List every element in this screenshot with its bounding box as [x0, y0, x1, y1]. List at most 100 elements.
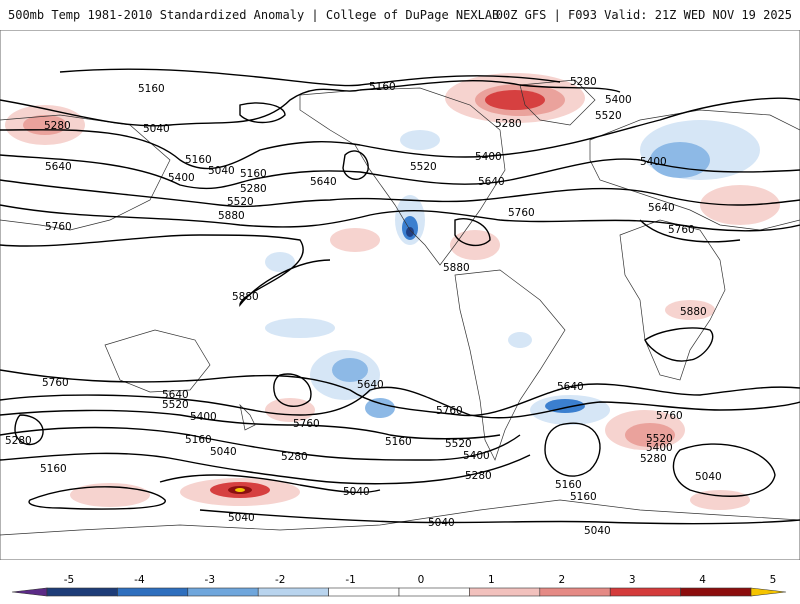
contour-label: 5400	[168, 172, 195, 184]
contour-label: 5280	[281, 451, 308, 463]
contour-label: 5880	[443, 262, 470, 274]
coastline-greenland	[519, 79, 596, 126]
warm-anomaly-shading	[5, 73, 780, 510]
colorbar-segment	[680, 587, 752, 597]
colorbar-segment	[609, 587, 681, 597]
anomaly-region	[235, 488, 245, 492]
colorbar-segment	[469, 587, 541, 597]
contour-line	[28, 486, 166, 510]
contour-label: 5400	[640, 156, 667, 168]
contour-label: 5040	[210, 446, 237, 458]
contour-line	[0, 80, 621, 127]
anomaly-region	[265, 398, 315, 422]
coastline-north-america	[299, 87, 506, 266]
contour-label: 5640	[45, 161, 72, 173]
contour-label: 5640	[478, 176, 505, 188]
colorbar-tick-label: 1	[488, 574, 495, 586]
contour-label: 5280	[495, 118, 522, 130]
contour-label: 5040	[343, 486, 370, 498]
colorbar-segment	[398, 587, 470, 597]
contour-label: 5640	[557, 381, 584, 393]
contour-line	[0, 234, 331, 308]
contour-label: 5640	[162, 389, 189, 401]
contour-label: 5280	[240, 183, 267, 195]
coastline-new-zealand	[239, 403, 256, 431]
contour-label: 5520	[595, 110, 622, 122]
contour-label: 5520	[410, 161, 437, 173]
coastline-south-america	[454, 269, 566, 461]
coastline-africa	[619, 219, 726, 381]
colorbar-segment	[257, 587, 329, 597]
contour-label: 5040	[143, 123, 170, 135]
contour-label: 5400	[475, 151, 502, 163]
contour-line	[0, 97, 800, 170]
map-title: 500mb Temp 1981-2010 Standardized Anomal…	[8, 8, 500, 22]
contour-label: 5160	[185, 154, 212, 166]
contour-line	[342, 150, 369, 180]
colorbar-extension-high	[750, 587, 787, 597]
contour-label: 5760	[656, 410, 683, 422]
contour-label: 5760	[508, 207, 535, 219]
coastline-asia-west	[0, 114, 171, 231]
colorbar-tick-label: 5	[770, 574, 777, 586]
contour-label: 5880	[218, 210, 245, 222]
contour-label: 5400	[463, 450, 490, 462]
anomaly-region	[485, 90, 545, 110]
contour-label: 5640	[357, 379, 384, 391]
colorbar-tick-label: -5	[64, 574, 74, 586]
anomaly-region	[650, 142, 710, 178]
colorbar-tick-label: -2	[275, 574, 285, 586]
cold-anomaly-shading	[265, 120, 760, 425]
contour-label: 5400	[190, 411, 217, 423]
anomaly-region	[330, 228, 380, 252]
colorbar-segment	[539, 587, 611, 597]
contour-line	[0, 426, 521, 461]
contour-line	[239, 102, 286, 124]
colorbar-segment	[117, 587, 189, 597]
contour-label: 5760	[436, 405, 463, 417]
contour-line	[0, 204, 800, 232]
contour-line	[0, 409, 501, 440]
contour-line	[0, 452, 531, 485]
contour-label: 5760	[42, 377, 69, 389]
colorbar-tick-label: -1	[345, 574, 355, 586]
anomaly-map[interactable]: 5160 5160 5040 5280 5160 5640 5400 5160 …	[0, 30, 800, 560]
contour-label: 5760	[45, 221, 72, 233]
anomaly-region	[332, 358, 368, 382]
map-canvas: 5160 5160 5040 5280 5160 5640 5400 5160 …	[0, 30, 800, 560]
contour-label: 5160	[555, 479, 582, 491]
anomaly-region	[70, 483, 150, 507]
contour-line	[454, 218, 491, 247]
coastline-antarctica	[0, 499, 800, 536]
map-header: 500mb Temp 1981-2010 Standardized Anomal…	[0, 0, 800, 30]
contour-label: 5280	[570, 76, 597, 88]
contour-label: 5160	[570, 491, 597, 503]
colorbar-tick-label: 0	[418, 574, 425, 586]
contour-line	[672, 443, 776, 497]
contour-label: 5160	[240, 168, 267, 180]
contour-line	[644, 327, 714, 362]
contour-label: 5400	[646, 442, 673, 454]
colorbar-segment	[328, 587, 400, 597]
contour-label: 5160	[369, 81, 396, 93]
colorbar-segment	[187, 587, 259, 597]
contour-label: 5520	[445, 438, 472, 450]
contour-label: 5400	[605, 94, 632, 106]
anomaly-region	[365, 398, 395, 418]
contour-label: 5520	[646, 433, 673, 445]
anomaly-region	[265, 252, 295, 272]
contour-line	[0, 179, 800, 208]
colorbar-tick-label: 4	[699, 574, 706, 586]
anomaly-region	[625, 423, 675, 447]
colorbar-tick-label: -3	[205, 574, 215, 586]
contour-line	[0, 369, 800, 417]
contour-line	[639, 219, 741, 243]
contour-label: 5040	[695, 471, 722, 483]
contour-line	[159, 474, 381, 494]
colorbar-tick-label: -4	[134, 574, 145, 586]
colorbar-legend: -5 -4 -3 -2 -1 0 1 2 3 4 5	[0, 570, 800, 600]
contour-label: 5160	[185, 434, 212, 446]
contour-label: 5520	[162, 399, 189, 411]
map-border	[0, 30, 800, 560]
colorbar-extension-low	[11, 587, 48, 597]
